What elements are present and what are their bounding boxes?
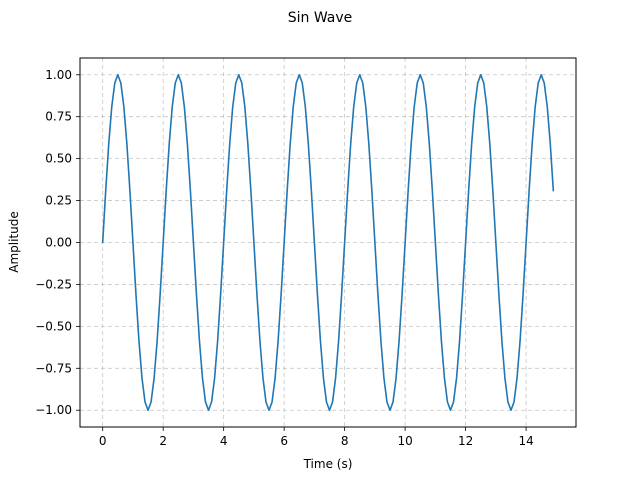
x-tick-label: 6 (280, 434, 288, 448)
chart-title: Sin Wave (288, 10, 353, 26)
x-axis-label: Time (s) (303, 457, 353, 471)
y-tick-label: −1.00 (35, 403, 72, 417)
y-tick-label: 0.75 (45, 110, 72, 124)
y-tick-label: −0.75 (35, 361, 72, 375)
series-line (101, 73, 555, 412)
y-tick-label: −0.25 (35, 277, 72, 291)
y-tick-label: −0.50 (35, 319, 72, 333)
x-tick-label: 4 (220, 434, 228, 448)
x-tick-label: 10 (397, 434, 412, 448)
y-tick-label: 1.00 (45, 68, 72, 82)
x-tick-label: 14 (518, 434, 533, 448)
x-tick-label: 0 (99, 434, 107, 448)
x-tick-label: 2 (159, 434, 167, 448)
y-tick-label: 0.25 (45, 194, 72, 208)
x-axis-ticks: 0 2 4 6 8 10 12 14 (99, 427, 534, 448)
x-tick-label: 8 (341, 434, 349, 448)
y-tick-label: 0.00 (45, 236, 72, 250)
y-axis-label: Amplitude (7, 211, 21, 273)
y-tick-label: 0.50 (45, 152, 72, 166)
x-tick-label: 12 (458, 434, 473, 448)
plot-series (101, 73, 555, 412)
y-axis-ticks: −1.00 −0.75 −0.50 −0.25 0.00 0.25 0.50 0.75 1.00 (35, 68, 80, 417)
